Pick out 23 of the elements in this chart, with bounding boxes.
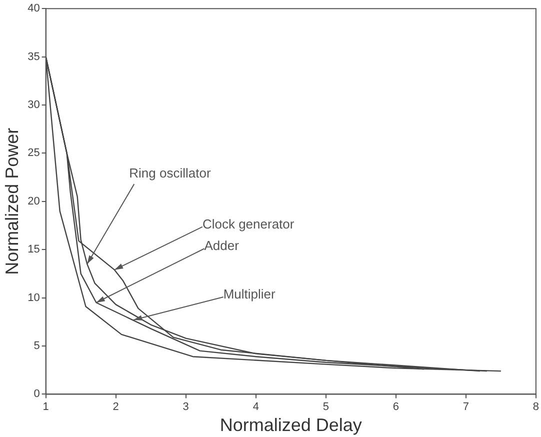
y-tick-label: 20 — [28, 195, 40, 208]
annotation: Ring oscillator — [129, 166, 212, 181]
y-axis-title: Normalized Power — [2, 128, 22, 275]
x-tick-label: 3 — [182, 400, 189, 413]
annotation: Clock generator — [202, 216, 295, 232]
x-tick-label: 8 — [532, 400, 540, 413]
y-tick-label: 35 — [28, 50, 40, 63]
x-tick-label: 1 — [42, 400, 49, 413]
y-tick-label: 0 — [34, 388, 40, 400]
x-tick-label: 2 — [112, 400, 119, 413]
x-tick-label: 5 — [322, 400, 329, 413]
y-tick-label: 30 — [28, 99, 40, 112]
y-tick-label: 5 — [34, 340, 40, 352]
y-tick-label: 40 — [28, 2, 40, 15]
annotation: Multiplier — [223, 286, 276, 302]
x-tick-label: 4 — [252, 400, 259, 413]
y-tick-label: 15 — [28, 244, 40, 256]
annotation: Adder — [204, 238, 240, 254]
y-tick-label: 25 — [28, 147, 40, 160]
y-tick-label: 10 — [28, 292, 40, 304]
x-tick-label: 6 — [392, 400, 399, 413]
x-axis-title: Normalized Delay — [220, 415, 362, 436]
x-tick-label: 7 — [462, 400, 469, 413]
